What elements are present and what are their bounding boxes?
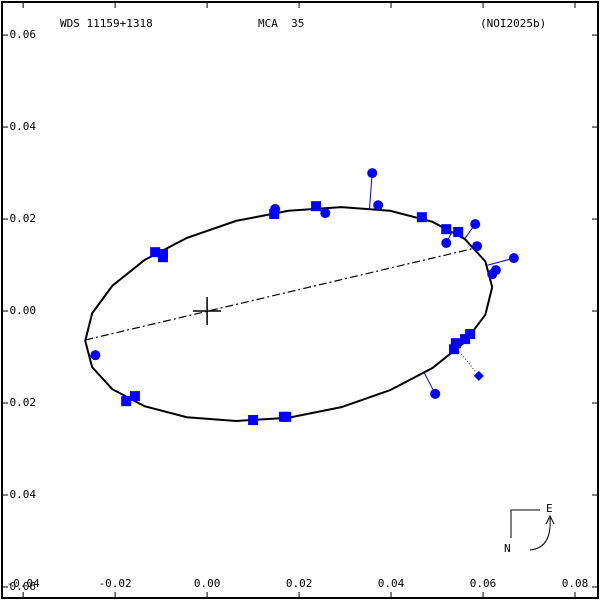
observation-circle — [472, 241, 483, 252]
observation-square — [248, 415, 259, 426]
observation-square — [311, 201, 322, 212]
compass-axes — [510, 509, 540, 538]
y-tick-label: 0.06 — [10, 28, 37, 41]
compass: E N — [504, 502, 555, 555]
observation-square — [157, 252, 168, 263]
residual — [456, 348, 480, 377]
observation-square — [465, 329, 476, 340]
observation-square — [281, 411, 292, 422]
primary-star — [193, 297, 222, 326]
observation-square — [150, 247, 161, 258]
compass-east: E — [546, 502, 553, 515]
x-tick-label: -0.04 — [7, 577, 40, 590]
observation-square — [450, 338, 461, 349]
line-of-apsides — [85, 247, 476, 341]
x-tick-label: 0.06 — [470, 577, 497, 590]
x-tick-label: -0.02 — [99, 577, 132, 590]
orbit — [84, 206, 494, 422]
observation-circle — [430, 388, 441, 399]
y-tick-label: 0.02 — [10, 212, 37, 225]
observation-square — [453, 226, 464, 237]
observation-circle — [508, 253, 519, 264]
y-tick-label: -0.04 — [3, 488, 36, 501]
observation-square — [449, 344, 460, 355]
observation-square — [416, 212, 427, 223]
x-tick-label: 0.02 — [286, 577, 313, 590]
compass-arrow — [529, 517, 551, 551]
chart-title: WDS 11159+1318 — [60, 17, 153, 30]
compass-arrowhead — [545, 514, 555, 525]
x-tick-label: 0.00 — [194, 577, 221, 590]
y-tick-label: 0.00 — [10, 304, 37, 317]
x-tick-label: 0.08 — [562, 577, 589, 590]
observation-circle — [487, 269, 498, 280]
observation-circle — [367, 168, 378, 179]
reference: (NOI2025b) — [480, 17, 546, 30]
chart-subtitle: MCA 35 — [258, 17, 304, 30]
observation-circle — [470, 219, 481, 230]
observation-square — [460, 334, 471, 345]
residual — [368, 173, 373, 210]
observation-square — [121, 396, 132, 407]
y-tick-label: -0.02 — [3, 396, 36, 409]
y-tick-label: -0.06 — [3, 580, 36, 593]
y-tick-label: 0.04 — [10, 120, 37, 133]
observation-circle — [320, 208, 331, 219]
observation-diamond — [473, 370, 484, 381]
observation-circle — [373, 200, 384, 211]
observation-square — [441, 224, 452, 235]
observation-square — [129, 391, 140, 402]
compass-north: N — [504, 542, 511, 555]
observation-circle — [90, 350, 101, 361]
observation-circle — [441, 237, 452, 248]
x-tick-label: 0.04 — [378, 577, 405, 590]
observation-square — [269, 209, 280, 220]
